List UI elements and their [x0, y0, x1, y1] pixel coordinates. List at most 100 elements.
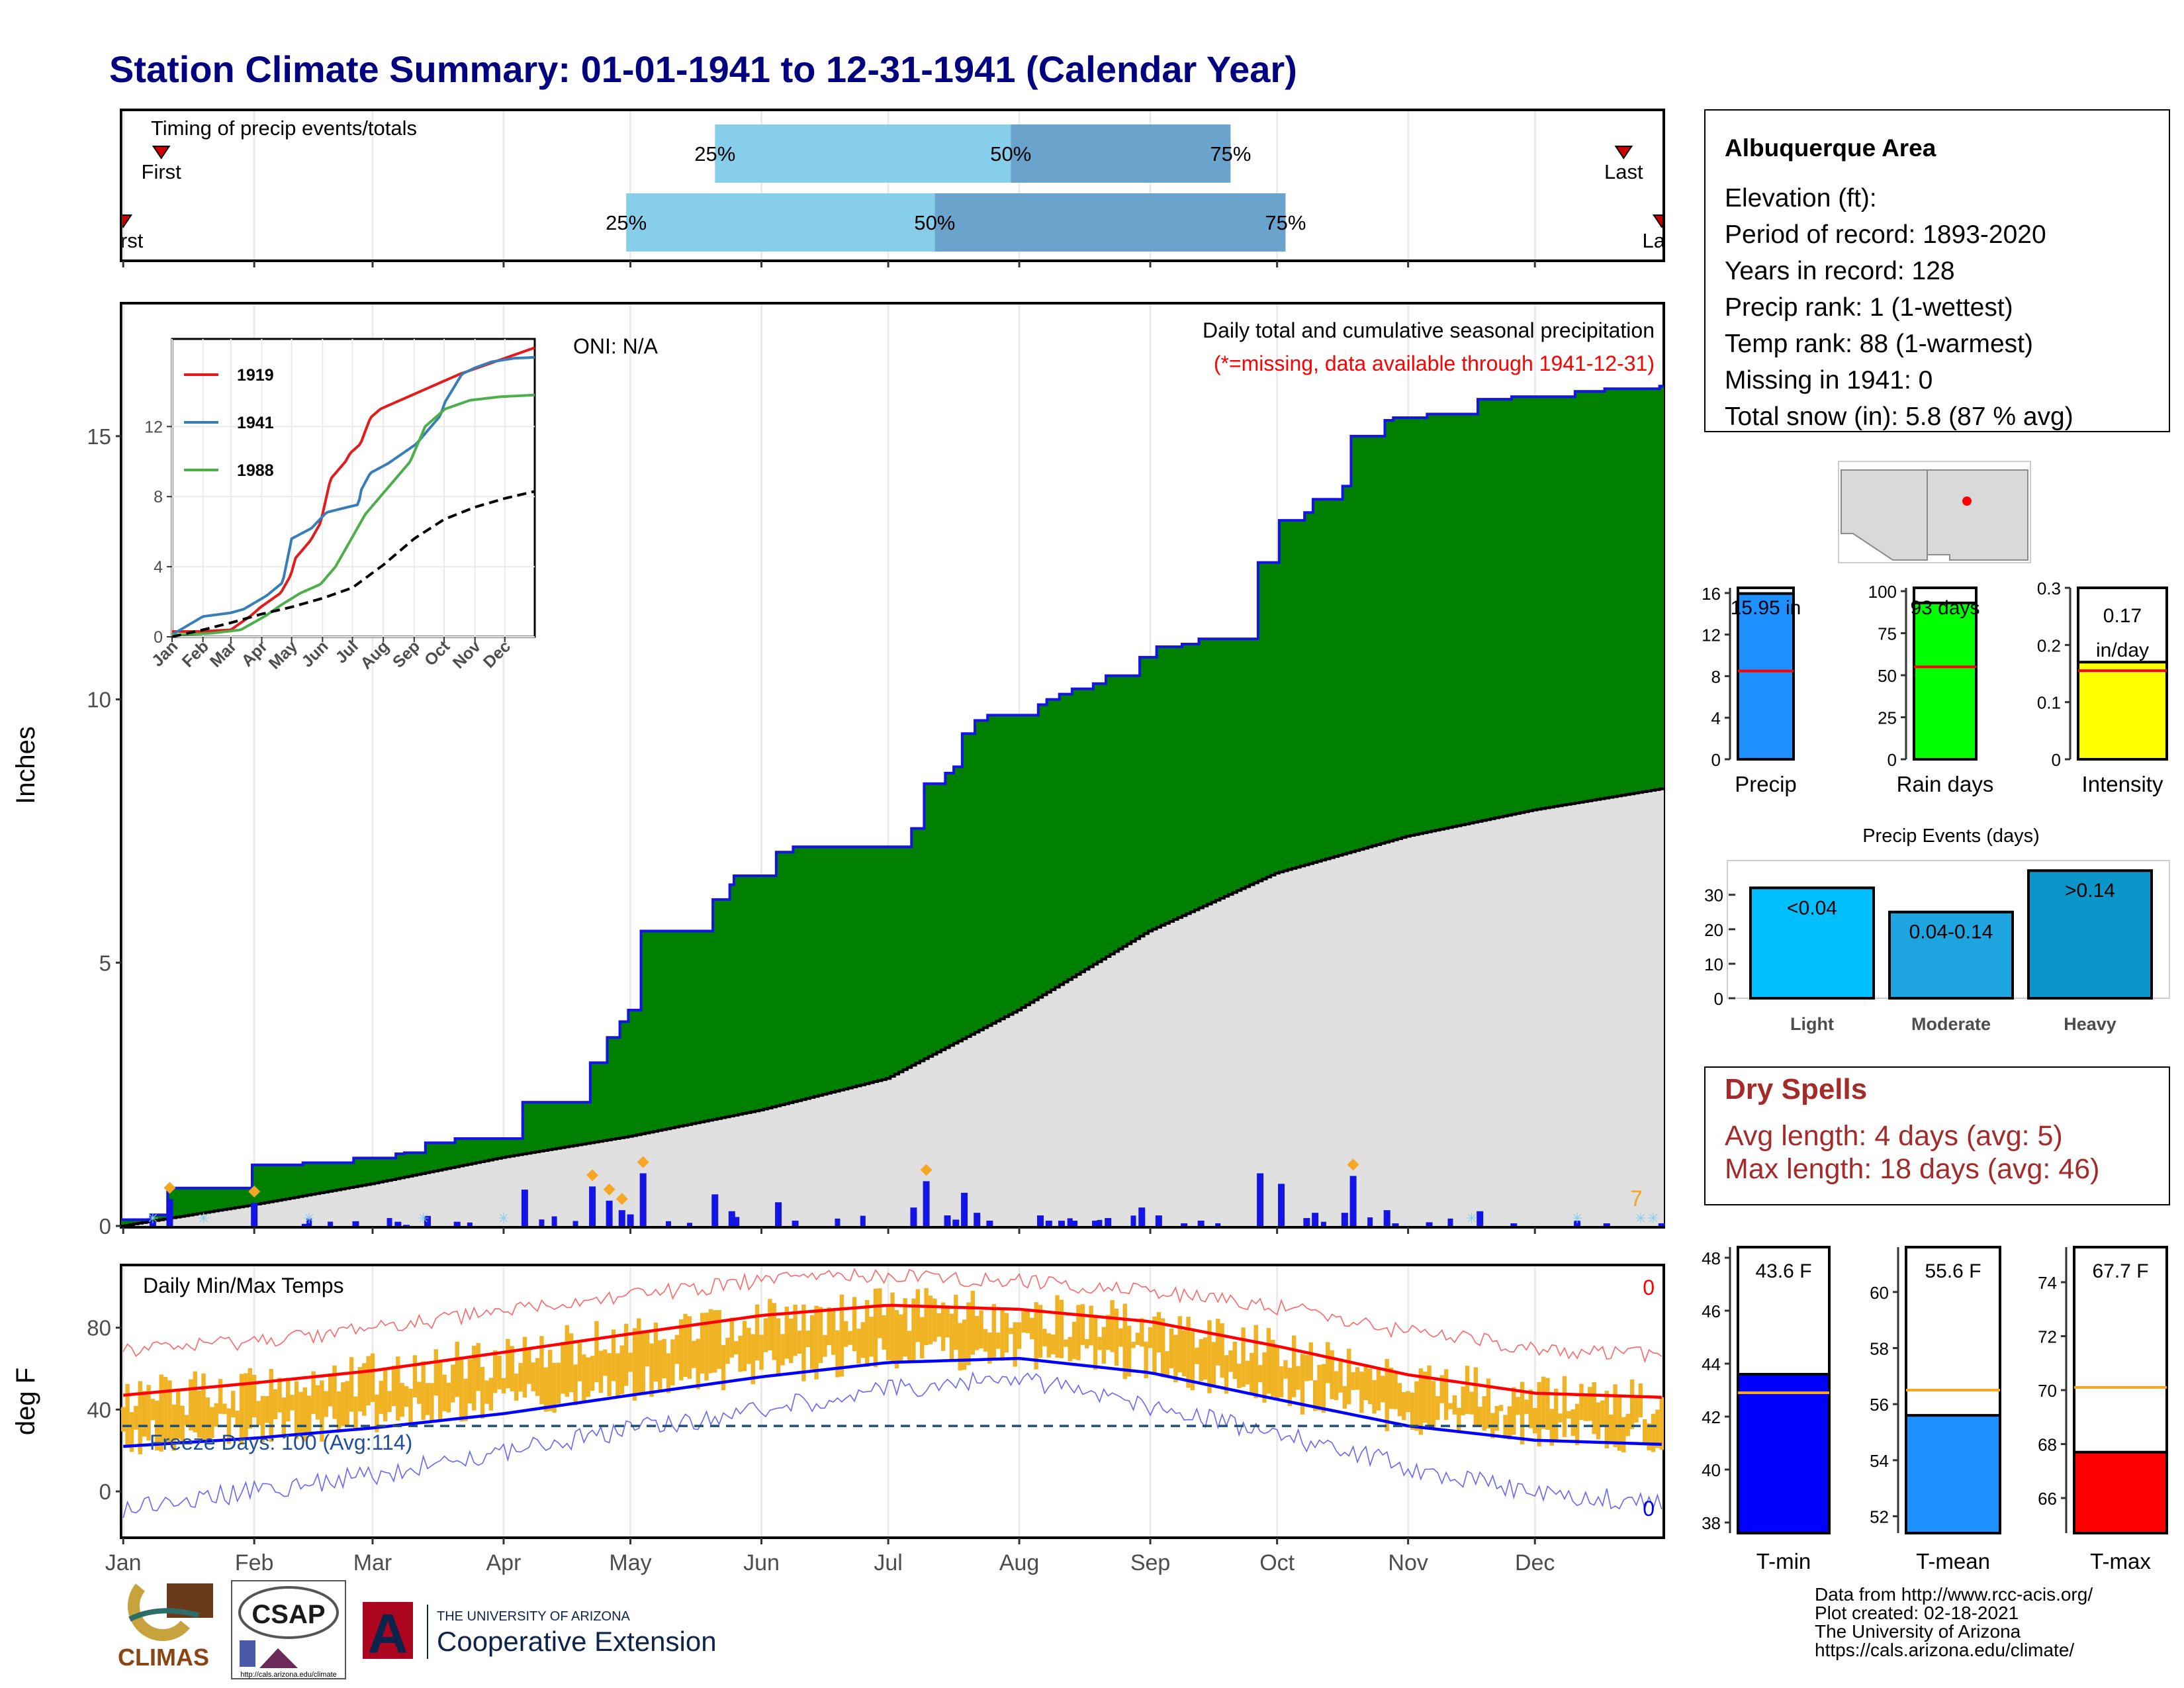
precip-total-y-tick-label: 4 [1711, 708, 1721, 728]
precip-total-y-tick-label: 16 [1702, 584, 1721, 604]
daily-temp-range-bar [396, 1356, 400, 1421]
daily-precip-bar [711, 1194, 719, 1226]
daily-temp-range-bar [1186, 1317, 1191, 1388]
daily-precip-bar [551, 1216, 557, 1226]
snow-flake-marker: ✳ [1635, 1210, 1647, 1227]
daily-temp-range-bar [1452, 1395, 1457, 1415]
daily-temp-range-bar [306, 1395, 312, 1432]
daily-temp-range-bar [603, 1349, 608, 1376]
daily-temp-range-bar [472, 1345, 477, 1411]
precip-y-tick-label: 10 [87, 688, 111, 712]
daily-temp-range-bar [451, 1364, 455, 1403]
month-axis-label-may: May [609, 1550, 651, 1575]
ua-logo-bottom-text: Cooperative Extension [437, 1626, 717, 1657]
info-line-precip-rank: Precip rank: 1 (1-wettest) [1725, 293, 2013, 322]
daily-temp-range-bar [522, 1336, 527, 1398]
temp-y-tick-label: 0 [99, 1479, 111, 1504]
daily-temp-range-bar [324, 1391, 328, 1417]
daily-temp-range-bar [1494, 1405, 1499, 1431]
daily-temp-range-bar [1520, 1382, 1525, 1445]
daily-precip-bar [986, 1221, 993, 1226]
inset-line-1988 [171, 393, 535, 637]
daily-temp-range-bar [1312, 1380, 1318, 1411]
daily-precip-bar [301, 1223, 308, 1226]
intensity-y-tick-label: 0 [2052, 750, 2061, 770]
month-axis-label-jul: Jul [874, 1550, 902, 1575]
daily-temp-range-bar [1553, 1388, 1559, 1442]
daily-temp-range-bar [1355, 1367, 1360, 1390]
avg-min-temp-line [123, 1356, 1662, 1448]
daily-temp-range-bar [1232, 1342, 1237, 1379]
daily-temp-range-bar [1473, 1367, 1479, 1426]
daily-temp-range-bar [260, 1395, 265, 1442]
daily-precip-bar [860, 1215, 866, 1226]
daily-temp-range-bar [488, 1378, 494, 1411]
daily-temp-range-bar [1181, 1330, 1187, 1376]
daily-temp-range-bar [936, 1313, 941, 1337]
daily-temp-range-bar [708, 1309, 713, 1374]
tmean-y-tick-label: 54 [1870, 1451, 1889, 1471]
daily-temp-range-bar [700, 1313, 705, 1374]
daily-temp-range-bar [484, 1380, 489, 1404]
daily-temp-range-bar [1621, 1417, 1626, 1452]
daily-temp-range-bar [506, 1338, 510, 1389]
inset-line-avg [171, 490, 535, 638]
daily-temp-range-bar [120, 1407, 126, 1432]
precip-total-y-tick-label: 0 [1711, 750, 1721, 770]
daily-temp-range-bar [379, 1380, 383, 1414]
daily-temp-range-bar [721, 1344, 726, 1391]
daily-temp-range-bar [1068, 1336, 1072, 1362]
daily-temp-range-bar [882, 1315, 886, 1350]
daily-temp-range-bar [754, 1304, 760, 1361]
daily-temp-range-bar [1608, 1414, 1614, 1442]
daily-temp-range-bar [637, 1318, 641, 1395]
daily-temp-range-bar [899, 1314, 903, 1364]
avg-cumulative-precip-area [121, 788, 1664, 1226]
inset-legend-label: 1919 [237, 366, 274, 385]
events-bar-label: <0.04 [1787, 897, 1837, 919]
month-axis-label-sep: Sep [1130, 1550, 1171, 1575]
daily-temp-range-bar [269, 1369, 273, 1442]
daily-temp-range-bar [658, 1340, 662, 1390]
tmin-y-tick-label: 40 [1702, 1460, 1721, 1480]
daily-temp-range-bar [1461, 1386, 1465, 1416]
daily-temp-range-bar [801, 1304, 806, 1382]
tmax-category-label: T-max [2090, 1549, 2151, 1573]
daily-precip-bar [328, 1221, 334, 1226]
daily-temp-range-bar [1634, 1395, 1639, 1423]
snow-flake-marker: ✳ [1465, 1210, 1477, 1227]
daily-precip-bar [835, 1218, 841, 1226]
daily-temp-range-bar [1524, 1399, 1529, 1415]
daily-temp-range-bar [848, 1331, 852, 1345]
daily-temp-range-bar [1625, 1413, 1630, 1436]
daily-precip-bar [1574, 1221, 1581, 1226]
daily-temp-range-bar [332, 1365, 337, 1419]
daily-temp-range-bar [1512, 1387, 1516, 1435]
daily-temp-range-bar [818, 1307, 823, 1364]
daily-temp-range-bar [1076, 1305, 1081, 1360]
daily-temp-range-bar [607, 1352, 612, 1397]
daily-temp-range-bar [222, 1403, 227, 1415]
daily-temp-range-bar [586, 1357, 590, 1397]
temp-y-label: deg F [11, 1368, 40, 1435]
daily-temp-range-bar [1071, 1321, 1077, 1360]
daily-precip-bar [1105, 1218, 1112, 1226]
daily-temp-range-bar [1275, 1347, 1279, 1399]
daily-temp-range-bar [954, 1294, 958, 1350]
snow-day-marker [163, 1182, 176, 1194]
daily-temp-range-bar [995, 1333, 1001, 1349]
daily-precip-bar [1447, 1218, 1453, 1226]
daily-temp-range-bar [615, 1353, 620, 1399]
daily-temp-range-bar [1156, 1312, 1161, 1352]
daily-temp-range-bar [1596, 1402, 1601, 1440]
events-category-label: Moderate [1911, 1014, 1991, 1034]
daily-temp-range-bar [1216, 1319, 1220, 1366]
dry-spells-avg: Avg length: 4 days (avg: 5) [1725, 1120, 2063, 1152]
daily-temp-range-bar [1046, 1333, 1051, 1358]
daily-temp-range-bar [1443, 1369, 1449, 1420]
info-line-snow: Total snow (in): 5.8 (87 % avg) [1725, 402, 2073, 431]
daily-temp-range-bar [1363, 1365, 1368, 1401]
freeze-days-text: Freeze Days: 100 (Avg:114) [150, 1430, 412, 1454]
timing-box-25-50 [626, 193, 935, 252]
daily-temp-range-bar [1207, 1320, 1212, 1393]
